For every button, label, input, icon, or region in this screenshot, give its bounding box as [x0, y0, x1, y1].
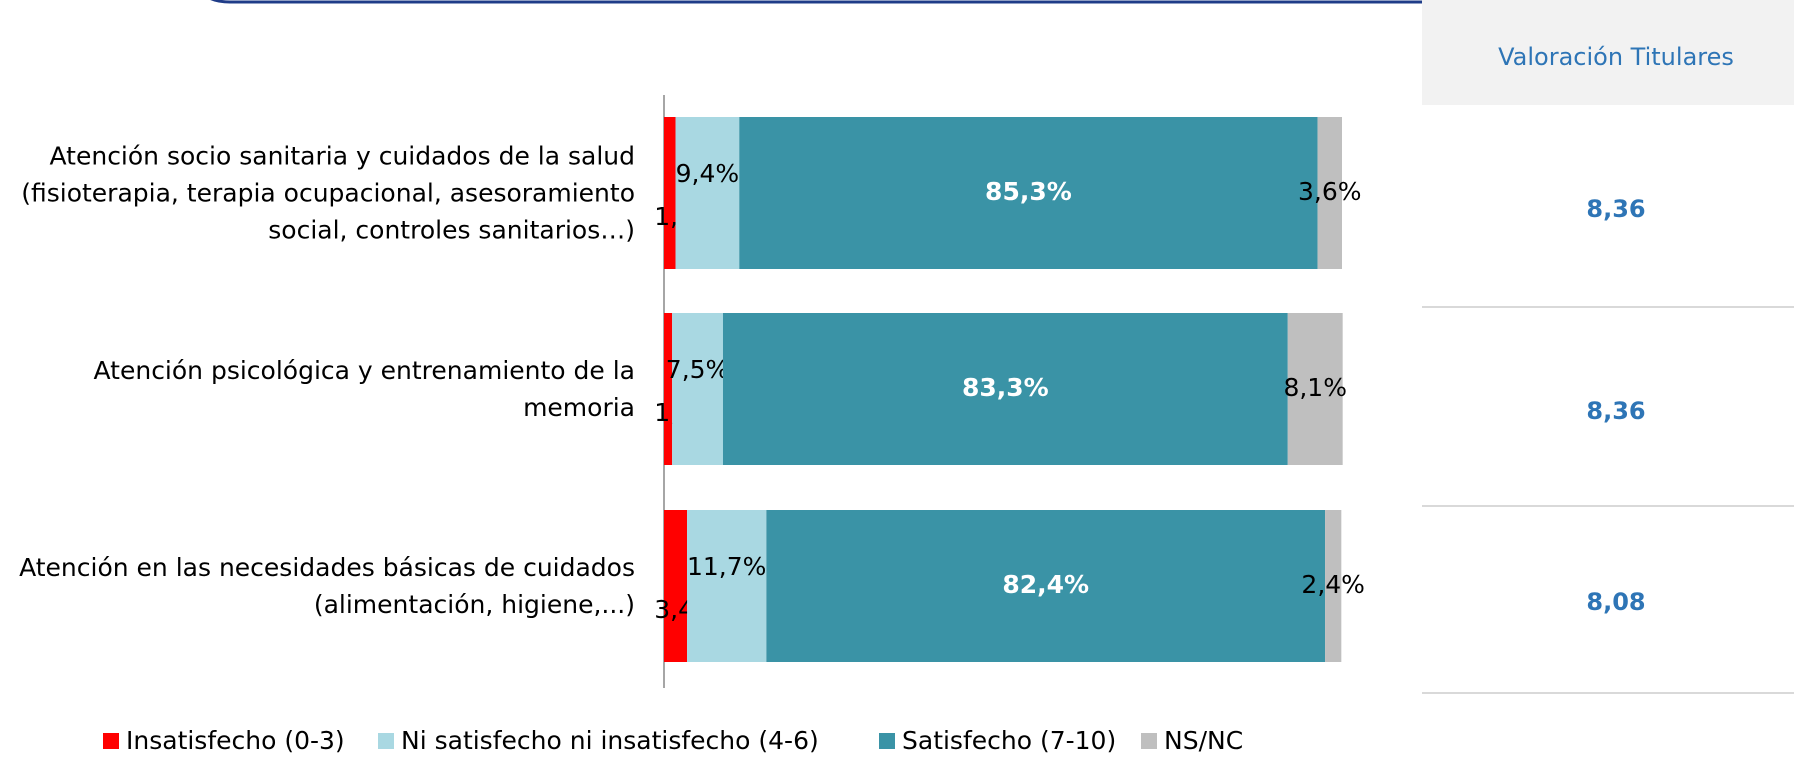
- data-label: 3,6%: [1298, 177, 1362, 206]
- bar-segment: [687, 510, 767, 662]
- legend-swatch: [378, 733, 394, 749]
- legend-swatch: [103, 733, 119, 749]
- bar-segment: [664, 117, 676, 269]
- data-label: 2,4%: [1301, 570, 1365, 599]
- data-label: 7,5%: [666, 355, 730, 384]
- legend-swatch: [879, 733, 895, 749]
- bar-segment: [739, 117, 1318, 269]
- table-header: Valoración Titulares: [1498, 43, 1734, 71]
- bar-segment: [1317, 117, 1342, 269]
- data-label: 11,7%: [687, 552, 766, 581]
- data-label: 82,4%: [1002, 570, 1089, 599]
- legend-label: NS/NC: [1164, 726, 1243, 755]
- data-label: 8,1%: [1283, 373, 1347, 402]
- legend-label: Insatisfecho (0-3): [126, 726, 345, 755]
- bar-segment: [722, 313, 1288, 465]
- bar-segment: [1287, 313, 1343, 465]
- bar-segment: [766, 510, 1326, 662]
- table-value: 8,36: [1586, 397, 1645, 425]
- table-value: 8,36: [1586, 195, 1645, 223]
- header-border: [210, 0, 1794, 4]
- table-header-bg: [1422, 0, 1794, 105]
- data-label: 85,3%: [985, 177, 1072, 206]
- category-label: Atención en las necesidades básicas de c…: [19, 553, 635, 619]
- bar-segment: [664, 510, 688, 662]
- category-label: Atención psicológica y entrenamiento de …: [93, 356, 636, 422]
- bar-segment: [1325, 510, 1342, 662]
- table-value: 8,08: [1586, 588, 1645, 616]
- bar-segment: [664, 313, 673, 465]
- bar-segment: [675, 117, 740, 269]
- data-label: 9,4%: [676, 159, 740, 188]
- bar-segment: [672, 313, 723, 465]
- data-label: 83,3%: [962, 373, 1049, 402]
- legend-swatch: [1141, 733, 1157, 749]
- legend-label: Satisfecho (7-10): [902, 726, 1116, 755]
- legend-label: Ni satisfecho ni insatisfecho (4-6): [401, 726, 819, 755]
- category-label: Atención socio sanitaria y cuidados de l…: [21, 141, 635, 245]
